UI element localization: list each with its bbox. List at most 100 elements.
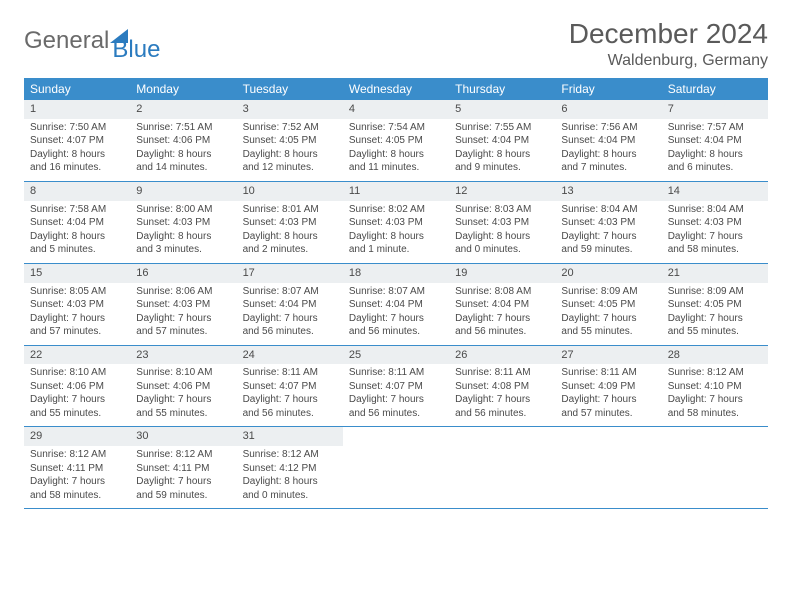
day-number-cell: 30 (130, 427, 236, 446)
sunset-text: Sunset: 4:04 PM (668, 134, 762, 148)
weekday-header-row: Sunday Monday Tuesday Wednesday Thursday… (24, 78, 768, 100)
day-info-cell: Sunrise: 8:11 AMSunset: 4:09 PMDaylight:… (555, 364, 661, 427)
day-info-cell: Sunrise: 8:12 AMSunset: 4:11 PMDaylight:… (130, 446, 236, 509)
day-number-cell: 20 (555, 263, 661, 282)
daylight-line1: Daylight: 8 hours (455, 148, 549, 162)
day-info-cell: Sunrise: 8:02 AMSunset: 4:03 PMDaylight:… (343, 201, 449, 264)
day-number-cell: 19 (449, 263, 555, 282)
day-number-cell: 22 (24, 345, 130, 364)
daylight-line1: Daylight: 7 hours (561, 312, 655, 326)
sunrise-text: Sunrise: 8:04 AM (668, 203, 762, 217)
sunset-text: Sunset: 4:05 PM (561, 298, 655, 312)
day-info-cell: Sunrise: 8:08 AMSunset: 4:04 PMDaylight:… (449, 283, 555, 346)
week-daynum-row: 293031 (24, 427, 768, 446)
day-number-cell: 24 (237, 345, 343, 364)
day-number-cell: 29 (24, 427, 130, 446)
daylight-line2: and 11 minutes. (349, 161, 443, 175)
day-number-cell: 15 (24, 263, 130, 282)
day-info-cell: Sunrise: 8:10 AMSunset: 4:06 PMDaylight:… (130, 364, 236, 427)
sunset-text: Sunset: 4:04 PM (455, 134, 549, 148)
daylight-line2: and 55 minutes. (136, 407, 230, 421)
daylight-line2: and 0 minutes. (455, 243, 549, 257)
daylight-line2: and 56 minutes. (349, 325, 443, 339)
day-info-cell: Sunrise: 7:52 AMSunset: 4:05 PMDaylight:… (237, 119, 343, 182)
sunset-text: Sunset: 4:12 PM (243, 462, 337, 476)
week-info-row: Sunrise: 8:05 AM Sunset: 4:03 PM Daylight:… (24, 283, 768, 346)
day-number-cell: 25 (343, 345, 449, 364)
daylight-line1: Daylight: 7 hours (243, 393, 337, 407)
weekday-wednesday: Wednesday (343, 78, 449, 100)
daylight-line1: Daylight: 7 hours (455, 312, 549, 326)
day-number-cell (555, 427, 661, 446)
sunset-text: Sunset: 4:08 PM (455, 380, 549, 394)
header: General Blue December 2024 Waldenburg, G… (24, 18, 768, 70)
sunrise-text: Sunrise: 8:09 AM (668, 285, 762, 299)
weekday-thursday: Thursday (449, 78, 555, 100)
daylight-line2: and 14 minutes. (136, 161, 230, 175)
daylight-line2: and 55 minutes. (30, 407, 124, 421)
sunrise-text: Sunrise: 8:02 AM (349, 203, 443, 217)
daylight-line2: and 59 minutes. (136, 489, 230, 503)
sunset-text: Sunset: 4:06 PM (136, 380, 230, 394)
day-info-cell: Sunrise: 8:12 AMSunset: 4:10 PMDaylight:… (662, 364, 768, 427)
day-info-cell: Sunrise: 7:55 AMSunset: 4:04 PMDaylight:… (449, 119, 555, 182)
sunset-text: Sunset: 4:10 PM (668, 380, 762, 394)
day-info-cell: Sunrise: 8:09 AMSunset: 4:05 PMDaylight:… (555, 283, 661, 346)
daylight-line2: and 58 minutes. (30, 489, 124, 503)
day-number-cell: 7 (662, 100, 768, 119)
daylight-line2: and 56 minutes. (455, 325, 549, 339)
sunrise-text: Sunrise: 8:01 AM (243, 203, 337, 217)
day-number-cell: 23 (130, 345, 236, 364)
daylight-line2: and 57 minutes. (30, 325, 124, 339)
sunrise-text: Sunrise: 7:54 AM (349, 121, 443, 135)
daylight-line2: and 9 minutes. (455, 161, 549, 175)
sunrise-text: Sunrise: 8:10 AM (136, 366, 230, 380)
sunrise-text: Sunrise: 8:00 AM (136, 203, 230, 217)
week-info-row: Sunrise: 8:12 AM Sunset: 4:11 PM Daylight:… (24, 446, 768, 509)
day-info-cell: Sunrise: 7:54 AMSunset: 4:05 PMDaylight:… (343, 119, 449, 182)
sunset-text: Sunset: 4:06 PM (30, 380, 124, 394)
daylight-line1: Daylight: 8 hours (349, 230, 443, 244)
day-info-cell: Sunrise: 7:50 AMSunset: 4:07 PMDaylight:… (24, 119, 130, 182)
day-info-cell: Sunrise: 8:09 AMSunset: 4:05 PMDaylight:… (662, 283, 768, 346)
sunrise-text: Sunrise: 8:12 AM (243, 448, 337, 462)
sunset-text: Sunset: 4:04 PM (561, 134, 655, 148)
day-number-cell: 14 (662, 181, 768, 200)
sunset-text: Sunset: 4:03 PM (136, 298, 230, 312)
sunset-text: Sunset: 4:11 PM (136, 462, 230, 476)
day-info-cell (343, 446, 449, 509)
daylight-line2: and 58 minutes. (668, 407, 762, 421)
sunset-text: Sunset: 4:03 PM (243, 216, 337, 230)
day-number-cell (449, 427, 555, 446)
sunrise-text: Sunrise: 8:07 AM (243, 285, 337, 299)
day-number-cell: 26 (449, 345, 555, 364)
logo-text-general: General (24, 27, 109, 55)
sunset-text: Sunset: 4:03 PM (455, 216, 549, 230)
sunset-text: Sunset: 4:03 PM (136, 216, 230, 230)
sunrise-text: Sunrise: 8:11 AM (561, 366, 655, 380)
day-number-cell: 2 (130, 100, 236, 119)
daylight-line1: Daylight: 8 hours (455, 230, 549, 244)
day-number-cell: 16 (130, 263, 236, 282)
day-number-cell: 9 (130, 181, 236, 200)
daylight-line2: and 57 minutes. (561, 407, 655, 421)
daylight-line2: and 3 minutes. (136, 243, 230, 257)
sunset-text: Sunset: 4:05 PM (349, 134, 443, 148)
week-daynum-row: 22232425262728 (24, 345, 768, 364)
day-info-cell: Sunrise: 8:01 AMSunset: 4:03 PMDaylight:… (237, 201, 343, 264)
sunrise-text: Sunrise: 8:05 AM (30, 285, 124, 299)
weekday-friday: Friday (555, 78, 661, 100)
logo-text-blue: Blue (112, 36, 160, 64)
sunset-text: Sunset: 4:11 PM (30, 462, 124, 476)
week-info-row: Sunrise: 8:10 AMSunset: 4:06 PMDaylight:… (24, 364, 768, 427)
day-info-cell: Sunrise: 7:56 AMSunset: 4:04 PMDaylight:… (555, 119, 661, 182)
sunset-text: Sunset: 4:04 PM (30, 216, 124, 230)
sunrise-text: Sunrise: 8:12 AM (668, 366, 762, 380)
day-number-cell: 11 (343, 181, 449, 200)
calendar-table: Sunday Monday Tuesday Wednesday Thursday… (24, 78, 768, 509)
day-info-cell: Sunrise: 8:03 AMSunset: 4:03 PMDaylight:… (449, 201, 555, 264)
sunrise-text: Sunrise: 8:07 AM (349, 285, 443, 299)
daylight-line1: Daylight: 7 hours (668, 312, 762, 326)
daylight-line1: Daylight: 8 hours (243, 148, 337, 162)
daylight-line1: Daylight: 8 hours (243, 475, 337, 489)
